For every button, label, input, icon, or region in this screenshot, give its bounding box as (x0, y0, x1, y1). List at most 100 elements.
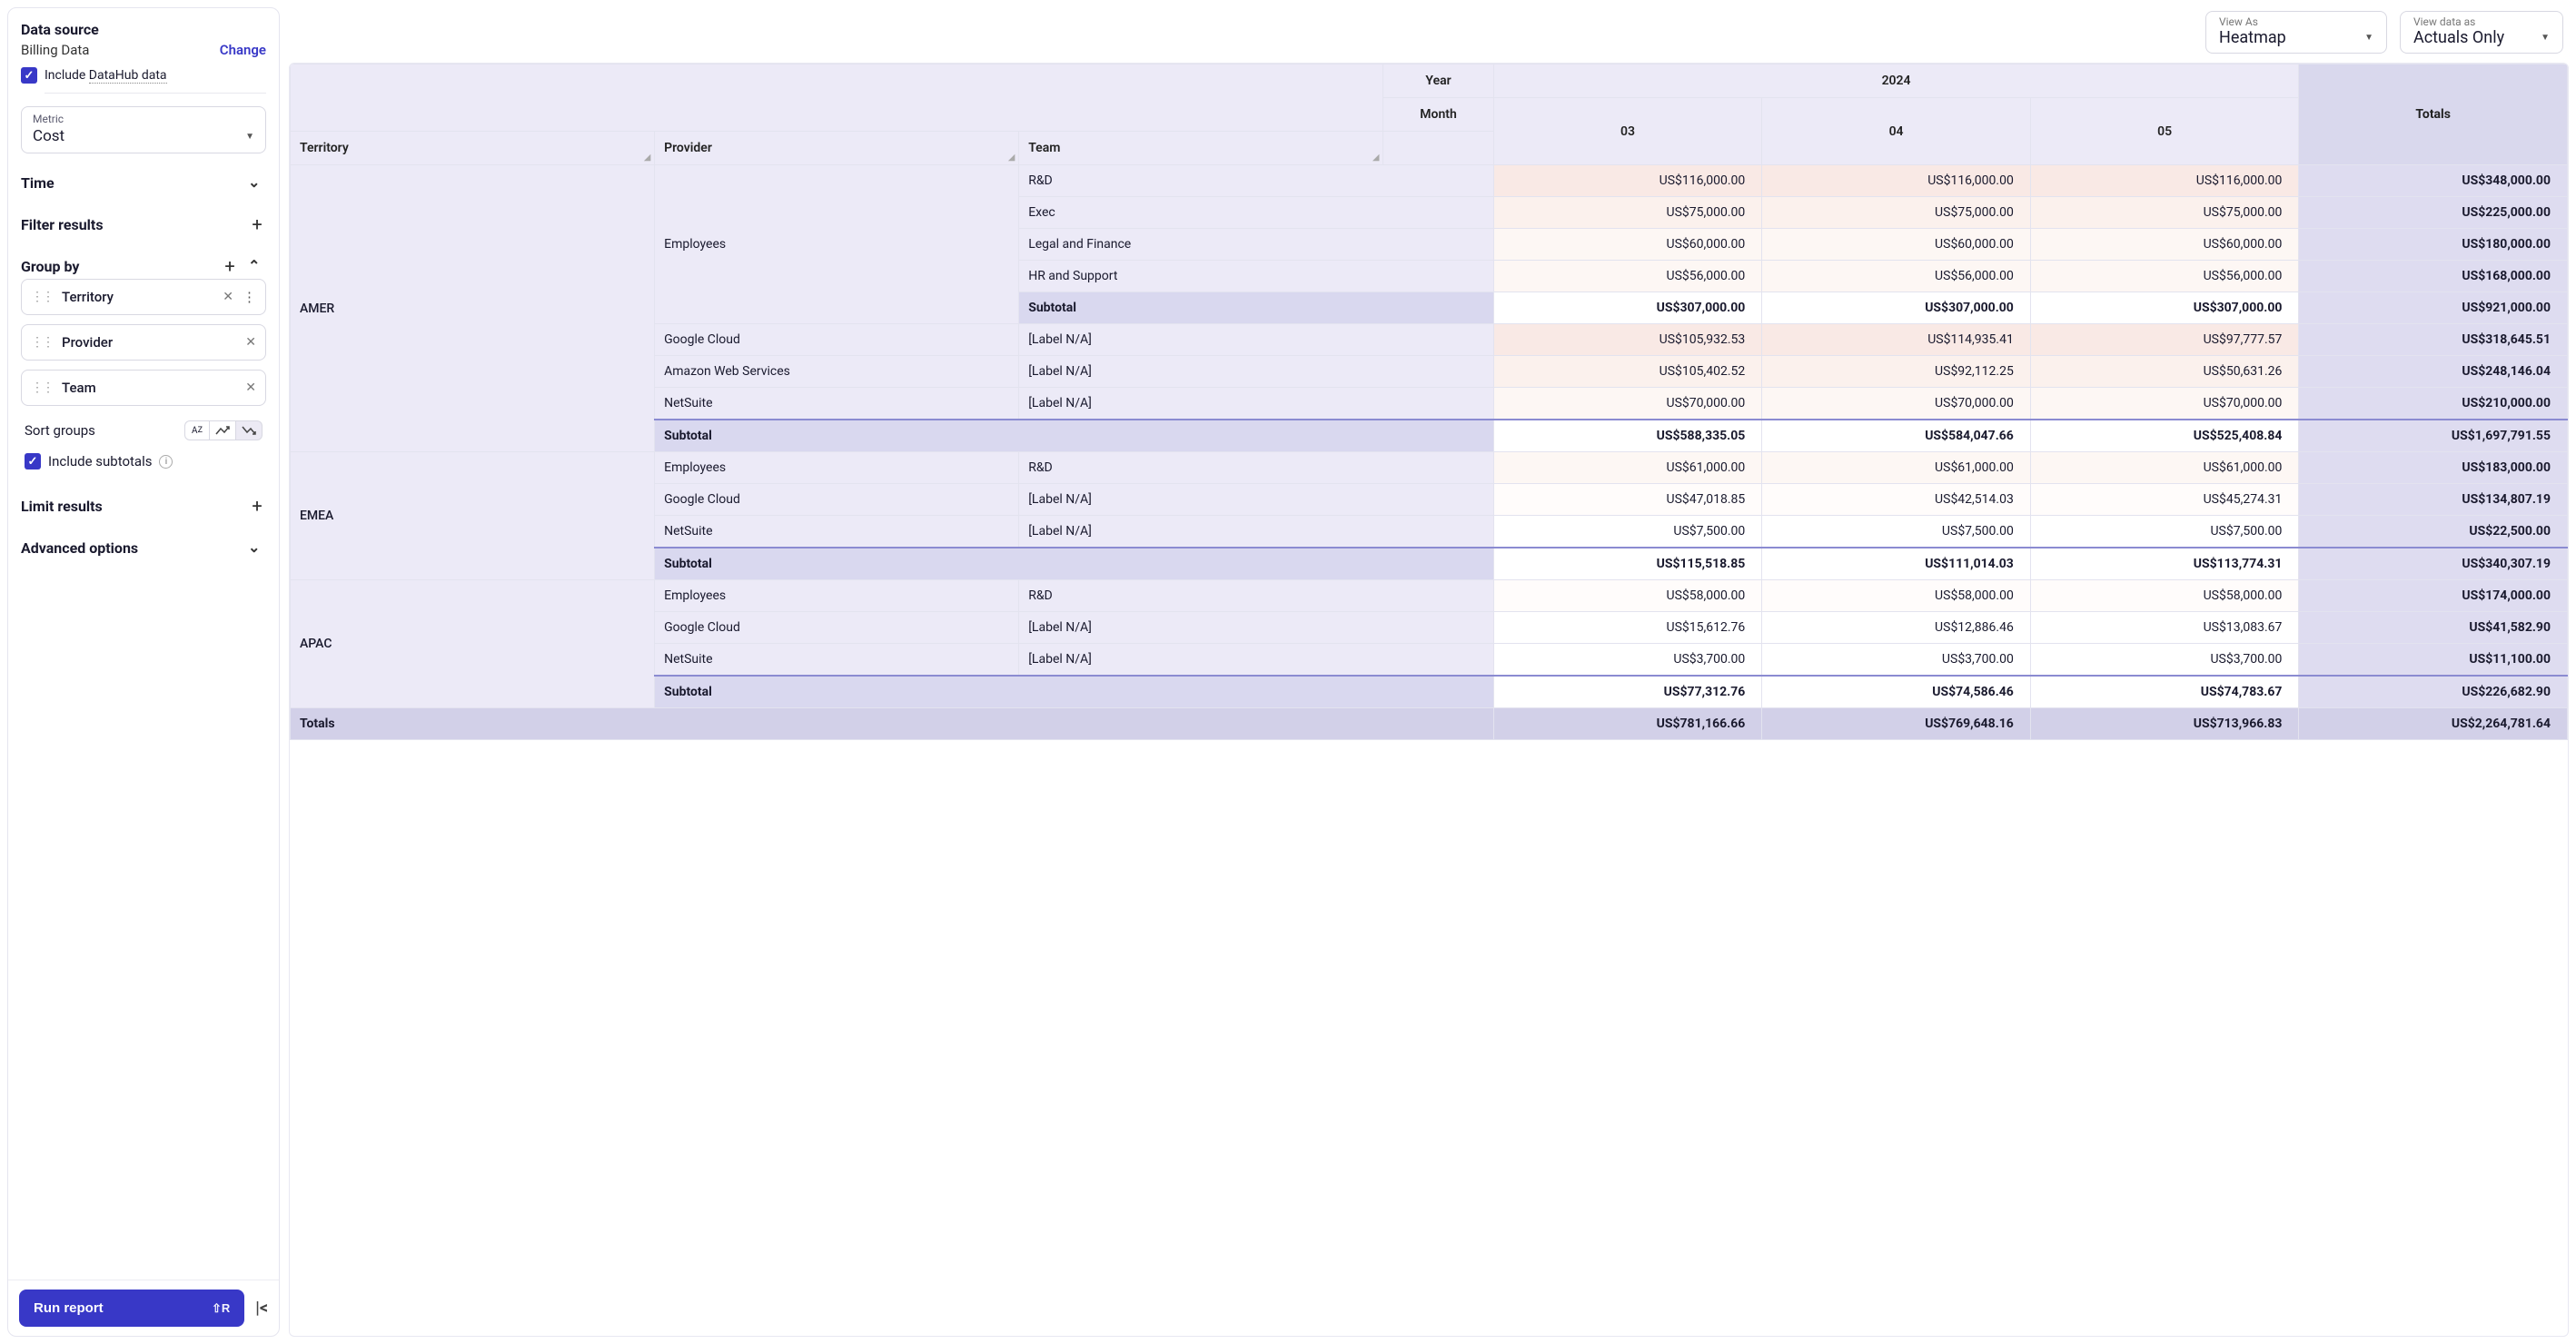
metric-select[interactable]: Metric Cost ▼ (21, 106, 266, 153)
drag-handle-icon[interactable]: ⋮⋮ (31, 381, 53, 394)
run-report-button[interactable]: Run report ⇧R (19, 1290, 244, 1327)
grand-totals-row: TotalsUS$781,166.66US$769,648.16US$713,9… (291, 708, 2568, 740)
caret-down-icon: ▼ (245, 132, 254, 142)
value-cell: US$7,500.00 (1493, 516, 1762, 548)
territory-subtotal-cell: US$74,586.46 (1762, 676, 2031, 708)
month-03[interactable]: 03 (1493, 98, 1762, 165)
value-cell: US$97,777.57 (2030, 324, 2299, 356)
time-title: Time (21, 174, 54, 192)
row-total-cell: US$11,100.00 (2299, 644, 2568, 677)
territory-subtotal-total: US$1,697,791.55 (2299, 420, 2568, 452)
value-cell: US$116,000.00 (2030, 165, 2299, 197)
row-total-cell: US$22,500.00 (2299, 516, 2568, 548)
group-chip-label: Territory (62, 289, 213, 305)
group-chip-provider[interactable]: ⋮⋮Provider✕ (21, 324, 266, 361)
team-cell: [Label N/A] (1019, 388, 1494, 420)
team-cell: [Label N/A] (1019, 644, 1494, 677)
dim-provider[interactable]: Provider◢ (655, 132, 1019, 165)
group-title: Group by (21, 258, 79, 275)
include-datahub-checkbox[interactable] (21, 67, 37, 84)
dim-territory[interactable]: Territory◢ (291, 132, 655, 165)
territory-subtotal-cell: US$584,047.66 (1762, 420, 2031, 452)
value-cell: US$116,000.00 (1762, 165, 2031, 197)
chevron-down-icon[interactable]: ⌄ (248, 539, 266, 557)
territory-subtotal-cell: US$77,312.76 (1493, 676, 1762, 708)
sort-asc-button[interactable] (210, 420, 236, 440)
chevron-up-icon[interactable]: ⌃ (248, 257, 266, 275)
add-filter-icon[interactable] (248, 215, 266, 233)
team-cell: Legal and Finance (1019, 229, 1494, 261)
run-shortcut: ⇧R (212, 1301, 230, 1316)
close-icon[interactable]: ✕ (245, 335, 256, 350)
table-row: EMEAEmployeesR&DUS$61,000.00US$61,000.00… (291, 452, 2568, 484)
grand-total-cell: US$781,166.66 (1493, 708, 1762, 740)
team-cell: R&D (1019, 452, 1494, 484)
value-cell: US$92,112.25 (1762, 356, 2031, 388)
team-cell: [Label N/A] (1019, 612, 1494, 644)
territory-cell: APAC (291, 580, 655, 708)
dim-team[interactable]: Team◢ (1019, 132, 1383, 165)
value-cell: US$75,000.00 (1762, 197, 2031, 229)
view-data-as-select[interactable]: View data as Actuals Only ▼ (2400, 11, 2563, 54)
value-cell: US$70,000.00 (1493, 388, 1762, 420)
provider-cell: NetSuite (655, 644, 1019, 677)
group-chip-territory[interactable]: ⋮⋮ Territory ✕ ⋮ (21, 279, 266, 315)
provider-cell: NetSuite (655, 516, 1019, 548)
value-cell: US$105,402.52 (1493, 356, 1762, 388)
month-05[interactable]: 05 (2030, 98, 2299, 165)
month-04[interactable]: 04 (1762, 98, 2031, 165)
drag-handle-icon[interactable]: ⋮⋮ (31, 291, 53, 303)
value-cell: US$70,000.00 (2030, 388, 2299, 420)
provider-cell: Amazon Web Services (655, 356, 1019, 388)
grand-totals-label: Totals (291, 708, 1494, 740)
sort-desc-button[interactable] (236, 420, 263, 440)
run-report-label: Run report (34, 1300, 104, 1316)
row-total-cell: US$174,000.00 (2299, 580, 2568, 612)
row-total-cell: US$210,000.00 (2299, 388, 2568, 420)
drag-handle-icon[interactable]: ⋮⋮ (31, 336, 53, 349)
subtotal-label: Subtotal (1019, 292, 1494, 324)
sort-alpha-button[interactable]: AZ (184, 420, 210, 440)
territory-subtotal-cell: US$111,014.03 (1762, 548, 2031, 580)
subtotal-label: Subtotal (655, 676, 1494, 708)
info-icon[interactable]: i (159, 455, 173, 469)
more-icon[interactable]: ⋮ (243, 289, 256, 305)
year-value: 2024 (1493, 64, 2299, 98)
row-total-cell: US$318,645.51 (2299, 324, 2568, 356)
main: View As Heatmap ▼ View data as Actuals O… (289, 7, 2569, 1337)
subtotal-total: US$921,000.00 (2299, 292, 2568, 324)
provider-cell: Employees (655, 165, 1019, 324)
sidebar: Data source Billing Data Change Include … (7, 7, 280, 1337)
team-cell: [Label N/A] (1019, 516, 1494, 548)
caret-down-icon: ▼ (2364, 33, 2373, 43)
provider-cell: Google Cloud (655, 324, 1019, 356)
close-icon[interactable]: ✕ (245, 380, 256, 395)
team-cell: HR and Support (1019, 261, 1494, 292)
view-data-as-value: Actuals Only (2413, 28, 2504, 47)
collapse-sidebar-icon[interactable]: |< (255, 1299, 268, 1318)
value-cell: US$12,886.46 (1762, 612, 2031, 644)
provider-cell: Employees (655, 452, 1019, 484)
subtotal-cell: US$307,000.00 (2030, 292, 2299, 324)
close-icon[interactable]: ✕ (223, 290, 233, 304)
time-section-header[interactable]: Time ⌄ (21, 170, 266, 195)
chevron-down-icon[interactable]: ⌄ (248, 173, 266, 192)
advanced-section-header[interactable]: Advanced options ⌄ (21, 535, 266, 560)
row-total-cell: US$183,000.00 (2299, 452, 2568, 484)
territory-subtotal-total: US$226,682.90 (2299, 676, 2568, 708)
include-subtotals-checkbox[interactable] (25, 453, 41, 469)
add-limit-icon[interactable] (248, 497, 266, 515)
change-data-source-link[interactable]: Change (220, 42, 266, 58)
include-suffix: DataHub data (89, 68, 167, 84)
caret-down-icon: ▼ (2541, 33, 2550, 43)
value-cell: US$114,935.41 (1762, 324, 2031, 356)
team-cell: [Label N/A] (1019, 324, 1494, 356)
view-as-select[interactable]: View As Heatmap ▼ (2205, 11, 2387, 54)
month-label: Month (1383, 98, 1493, 132)
territory-subtotal-cell: US$525,408.84 (2030, 420, 2299, 452)
add-group-icon[interactable] (221, 257, 239, 275)
value-cell: US$50,631.26 (2030, 356, 2299, 388)
data-table-wrap[interactable]: Year2024TotalsMonth030405Territory◢Provi… (289, 63, 2569, 1337)
value-cell: US$61,000.00 (2030, 452, 2299, 484)
group-chip-team[interactable]: ⋮⋮Team✕ (21, 370, 266, 406)
